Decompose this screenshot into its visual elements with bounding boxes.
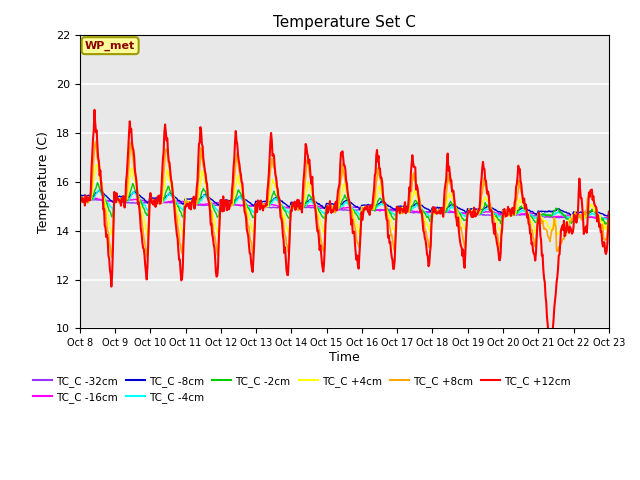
TC_C -2cm: [425, 215, 433, 220]
Line: TC_C -4cm: TC_C -4cm: [80, 190, 609, 220]
TC_C +12cm: [547, 346, 554, 352]
Line: TC_C +8cm: TC_C +8cm: [80, 141, 609, 257]
TC_C -2cm: [141, 207, 148, 213]
TC_C -8cm: [409, 203, 417, 209]
TC_C -4cm: [222, 202, 230, 207]
TC_C -4cm: [425, 213, 433, 218]
Text: WP_met: WP_met: [85, 40, 135, 51]
Legend: TC_C -32cm, TC_C -16cm, TC_C -8cm, TC_C -4cm, TC_C -2cm, TC_C +4cm, TC_C +8cm, T: TC_C -32cm, TC_C -16cm, TC_C -8cm, TC_C …: [29, 372, 575, 407]
Line: TC_C -32cm: TC_C -32cm: [80, 199, 609, 219]
TC_C -8cm: [425, 206, 433, 212]
TC_C +4cm: [605, 216, 612, 222]
TC_C +12cm: [141, 252, 148, 258]
TC_C -8cm: [222, 197, 230, 203]
Title: Temperature Set C: Temperature Set C: [273, 15, 416, 30]
TC_C -4cm: [409, 205, 417, 211]
TC_C -8cm: [86, 193, 93, 199]
TC_C +8cm: [426, 244, 433, 250]
TC_C -32cm: [141, 200, 148, 205]
TC_C -32cm: [76, 198, 84, 204]
TC_C -32cm: [195, 203, 202, 208]
TC_C -4cm: [605, 214, 612, 220]
TC_C -2cm: [195, 198, 202, 204]
TC_C +4cm: [86, 197, 93, 203]
TC_C -8cm: [76, 192, 84, 198]
TC_C +12cm: [409, 159, 417, 165]
TC_C +8cm: [76, 200, 84, 205]
TC_C +4cm: [410, 190, 418, 195]
TC_C +4cm: [179, 234, 187, 240]
TC_C -2cm: [222, 201, 230, 207]
TC_C -8cm: [605, 210, 612, 216]
TC_C -16cm: [409, 209, 417, 215]
TC_C +8cm: [86, 198, 93, 204]
TC_C -4cm: [195, 200, 202, 205]
TC_C -2cm: [409, 202, 417, 207]
TC_C +4cm: [141, 219, 148, 225]
TC_C -16cm: [84, 195, 92, 201]
Line: TC_C -8cm: TC_C -8cm: [80, 190, 609, 216]
TC_C -4cm: [141, 202, 148, 208]
Line: TC_C -16cm: TC_C -16cm: [80, 198, 609, 218]
TC_C -4cm: [604, 217, 611, 223]
TC_C +8cm: [410, 170, 418, 176]
TC_C -32cm: [409, 210, 417, 216]
Line: TC_C +12cm: TC_C +12cm: [80, 110, 609, 349]
TC_C -16cm: [425, 209, 433, 215]
TC_C -4cm: [94, 187, 102, 193]
TC_C +12cm: [91, 107, 99, 113]
TC_C -2cm: [93, 180, 101, 186]
Line: TC_C -2cm: TC_C -2cm: [80, 183, 609, 224]
TC_C +8cm: [195, 173, 203, 179]
TC_C -16cm: [595, 216, 602, 221]
TC_C -2cm: [605, 215, 612, 220]
TC_C -32cm: [222, 202, 230, 208]
TC_C +12cm: [222, 201, 230, 206]
TC_C +4cm: [223, 202, 231, 208]
TC_C -16cm: [141, 198, 148, 204]
TC_C -32cm: [84, 196, 92, 202]
TC_C +8cm: [605, 216, 612, 222]
TC_C -4cm: [76, 195, 84, 201]
TC_C +12cm: [86, 197, 93, 203]
TC_C +8cm: [92, 138, 100, 144]
TC_C -32cm: [603, 216, 611, 222]
TC_C +4cm: [93, 162, 100, 168]
TC_C +12cm: [605, 209, 612, 215]
TC_C +4cm: [195, 190, 203, 196]
TC_C -2cm: [76, 195, 84, 201]
TC_C -8cm: [141, 197, 148, 203]
TC_C -4cm: [86, 196, 93, 202]
TC_C +12cm: [425, 264, 433, 269]
TC_C +12cm: [195, 160, 202, 166]
TC_C -16cm: [605, 215, 612, 220]
TC_C -32cm: [86, 197, 94, 203]
Y-axis label: Temperature (C): Temperature (C): [37, 131, 50, 233]
X-axis label: Time: Time: [329, 351, 360, 364]
TC_C +8cm: [108, 254, 116, 260]
TC_C +12cm: [76, 190, 84, 196]
TC_C +4cm: [426, 227, 433, 233]
TC_C -16cm: [195, 202, 202, 207]
Line: TC_C +4cm: TC_C +4cm: [80, 165, 609, 237]
TC_C -2cm: [86, 198, 93, 204]
TC_C -16cm: [76, 196, 84, 202]
TC_C -32cm: [605, 216, 612, 221]
TC_C +8cm: [223, 200, 231, 205]
TC_C -8cm: [195, 196, 202, 202]
TC_C -16cm: [86, 195, 94, 201]
TC_C -32cm: [425, 210, 433, 216]
TC_C +8cm: [141, 242, 149, 248]
TC_C -16cm: [222, 200, 230, 205]
TC_C -2cm: [602, 221, 609, 227]
TC_C -8cm: [604, 213, 611, 219]
TC_C +4cm: [76, 199, 84, 205]
TC_C -8cm: [97, 187, 104, 193]
